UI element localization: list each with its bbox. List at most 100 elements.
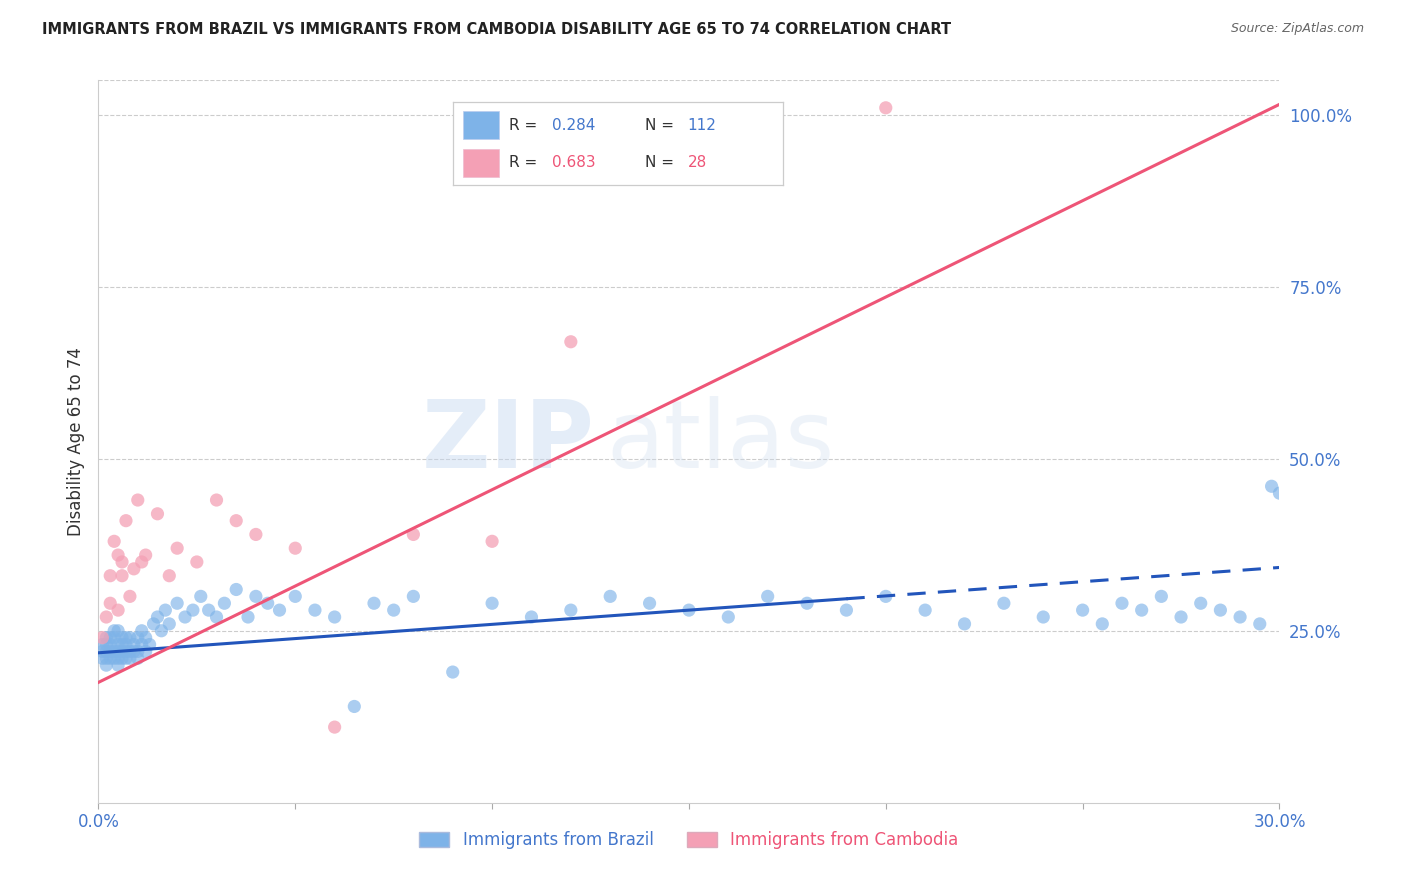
Point (91, 651, 114, 665)
Point (638, 596, 661, 610)
Point (1327, 610, 1350, 624)
Point (118, 631, 141, 645)
Text: ZIP: ZIP (422, 395, 595, 488)
Point (96, 610, 118, 624)
Point (127, 651, 149, 665)
Point (122, 562, 145, 576)
Point (236, 610, 259, 624)
Y-axis label: Disability Age 65 to 74: Disability Age 65 to 74 (66, 347, 84, 536)
Point (225, 582, 247, 597)
Point (115, 514, 138, 528)
Point (1288, 603, 1310, 617)
Point (1091, 616, 1114, 631)
Point (115, 651, 138, 665)
Point (138, 638, 160, 652)
Point (245, 590, 267, 604)
Point (135, 631, 157, 645)
Point (98, 596, 121, 610)
Point (118, 644, 141, 658)
Point (111, 638, 134, 652)
Point (103, 624, 125, 638)
Text: IMMIGRANTS FROM BRAZIL VS IMMIGRANTS FROM CAMBODIA DISABILITY AGE 65 TO 74 CORRE: IMMIGRANTS FROM BRAZIL VS IMMIGRANTS FRO… (42, 22, 952, 37)
Point (481, 596, 503, 610)
Point (284, 541, 307, 556)
Point (103, 534, 125, 549)
Point (1367, 596, 1389, 610)
Point (103, 651, 125, 665)
Point (1395, 616, 1406, 631)
Point (96, 638, 118, 652)
Point (98, 568, 121, 582)
Point (107, 548, 129, 562)
Point (157, 568, 180, 582)
Point (796, 596, 818, 610)
Point (256, 596, 278, 610)
Legend: Immigrants from Brazil, Immigrants from Cambodia: Immigrants from Brazil, Immigrants from … (413, 824, 965, 856)
Point (1032, 610, 1054, 624)
Point (111, 644, 134, 658)
Point (174, 610, 197, 624)
Point (96, 651, 118, 665)
Point (214, 596, 236, 610)
Point (205, 493, 228, 508)
Point (146, 507, 169, 521)
Point (245, 527, 267, 541)
Point (122, 644, 145, 658)
Point (91, 644, 114, 658)
Point (131, 624, 153, 638)
Point (678, 603, 700, 617)
Point (1170, 610, 1192, 624)
Point (1229, 610, 1251, 624)
Point (1299, 610, 1322, 624)
Point (1249, 616, 1271, 631)
Point (914, 603, 936, 617)
Point (1111, 596, 1133, 610)
Point (269, 603, 291, 617)
Point (1268, 486, 1291, 500)
Point (1130, 603, 1153, 617)
Point (181, 603, 204, 617)
Point (127, 493, 149, 508)
Point (186, 555, 208, 569)
Point (1071, 603, 1094, 617)
Point (323, 610, 346, 624)
Point (481, 534, 503, 549)
Point (118, 590, 141, 604)
Point (343, 699, 366, 714)
Point (363, 596, 385, 610)
Point (131, 555, 153, 569)
Point (1209, 603, 1232, 617)
Point (98, 638, 121, 652)
Point (1378, 603, 1400, 617)
Point (166, 541, 188, 556)
Point (835, 603, 858, 617)
Point (1355, 610, 1378, 624)
Point (103, 631, 125, 645)
Point (98, 644, 121, 658)
Point (96, 644, 118, 658)
Text: atlas: atlas (606, 395, 835, 488)
Point (107, 624, 129, 638)
Point (118, 651, 141, 665)
Point (115, 644, 138, 658)
Point (1150, 590, 1173, 604)
Point (323, 720, 346, 734)
Point (1308, 596, 1330, 610)
Point (146, 610, 169, 624)
Point (1189, 596, 1212, 610)
Point (96, 658, 118, 673)
Point (98, 651, 121, 665)
Point (111, 568, 134, 582)
Point (107, 603, 129, 617)
Point (304, 603, 326, 617)
Point (599, 590, 621, 604)
Point (127, 631, 149, 645)
Point (91, 638, 114, 652)
Point (1339, 616, 1361, 631)
Point (96, 631, 118, 645)
Point (953, 616, 976, 631)
Point (91, 631, 114, 645)
Point (1347, 603, 1369, 617)
Point (127, 644, 149, 658)
Point (225, 514, 247, 528)
